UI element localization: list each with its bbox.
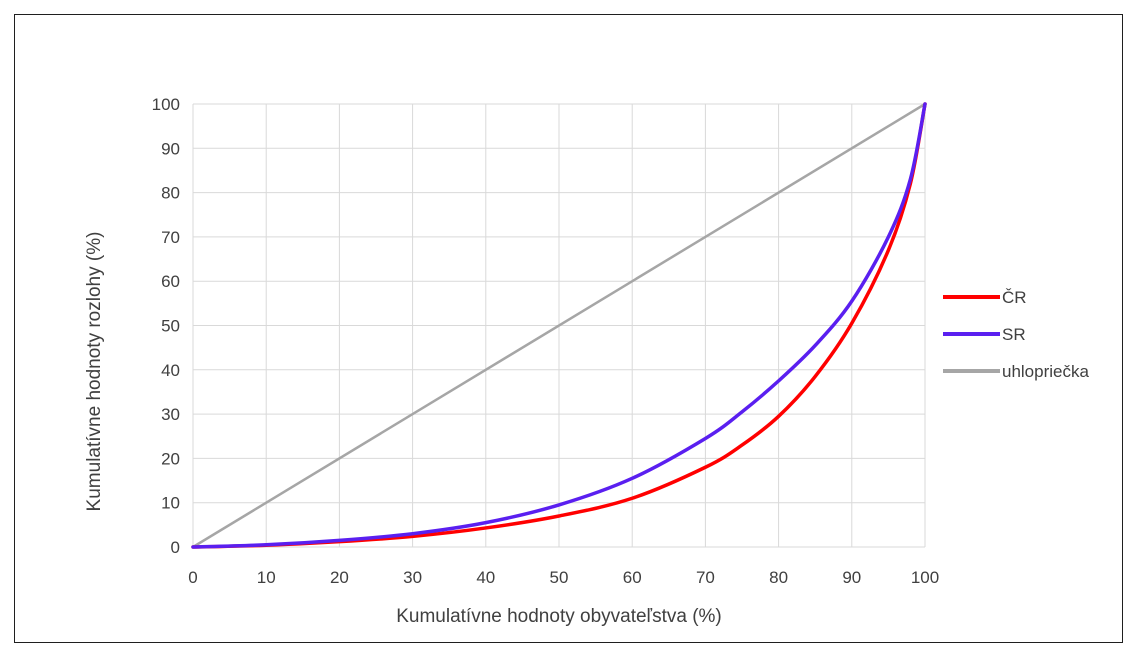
x-tick-label: 30 bbox=[403, 568, 422, 587]
x-tick-label: 40 bbox=[476, 568, 495, 587]
y-tick-label: 40 bbox=[161, 361, 180, 380]
x-axis-title: Kumulatívne hodnoty obyvateľstva (%) bbox=[396, 606, 722, 627]
x-tick-label: 60 bbox=[623, 568, 642, 587]
y-tick-label: 100 bbox=[152, 95, 180, 114]
y-tick-label: 80 bbox=[161, 184, 180, 203]
chart-frame bbox=[14, 14, 1123, 643]
x-tick-label: 70 bbox=[696, 568, 715, 587]
y-tick-labels: 0 10 20 30 40 50 60 70 80 90 100 bbox=[152, 95, 180, 557]
series-line bbox=[191, 102, 927, 549]
legend-label: ČR bbox=[1002, 288, 1027, 307]
legend: ČR SR uhlopriečka bbox=[943, 288, 1089, 381]
legend-label: SR bbox=[1002, 325, 1026, 344]
y-tick-label: 10 bbox=[161, 494, 180, 513]
y-tick-label: 30 bbox=[161, 405, 180, 424]
legend-label: uhlopriečka bbox=[1002, 362, 1089, 381]
y-tick-label: 70 bbox=[161, 228, 180, 247]
y-tick-label: 50 bbox=[161, 317, 180, 336]
y-tick-label: 20 bbox=[161, 449, 180, 468]
y-tick-label: 60 bbox=[161, 272, 180, 291]
x-tick-label: 50 bbox=[550, 568, 569, 587]
series-lines bbox=[191, 102, 927, 549]
series-line bbox=[191, 102, 927, 549]
y-axis-title: Kumulatívne hodnoty rozlohy (%) bbox=[84, 232, 105, 512]
x-tick-label: 10 bbox=[257, 568, 276, 587]
x-tick-label: 20 bbox=[330, 568, 349, 587]
x-tick-label: 80 bbox=[769, 568, 788, 587]
y-tick-label: 90 bbox=[161, 139, 180, 158]
x-tick-labels: 0 10 20 30 40 50 60 70 80 90 100 bbox=[188, 568, 939, 587]
x-tick-label: 0 bbox=[188, 568, 197, 587]
x-tick-label: 100 bbox=[911, 568, 939, 587]
x-tick-label: 90 bbox=[842, 568, 861, 587]
y-tick-label: 0 bbox=[171, 538, 180, 557]
